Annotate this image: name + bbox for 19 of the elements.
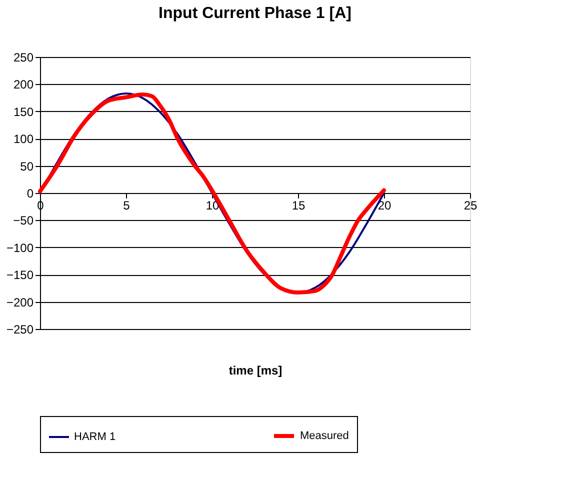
y-tick-label: 50 [20, 159, 34, 174]
y-tick-label: −100 [6, 240, 34, 255]
legend-label: Measured [300, 430, 349, 442]
y-tick-label: −200 [6, 295, 34, 310]
y-tick-label: 200 [13, 78, 34, 92]
x-axis-title: time [ms] [228, 364, 282, 378]
legend-label: HARM 1 [74, 431, 116, 443]
y-tick-label: −250 [6, 322, 34, 336]
x-tick-label: 15 [292, 198, 306, 212]
y-tick-label: 0 [26, 186, 34, 200]
x-tick-label: 5 [123, 198, 130, 212]
y-tick-label: 250 [13, 50, 34, 64]
x-tick-label: 25 [464, 198, 478, 212]
y-tick-label: −50 [13, 214, 34, 228]
x-tick-label: 20 [378, 198, 392, 212]
y-tick-label: 100 [13, 132, 34, 146]
chart-title: Input Current Phase 1 [A] [158, 5, 352, 22]
y-tick-label: −150 [6, 268, 34, 282]
y-tick-label: 150 [13, 104, 34, 119]
